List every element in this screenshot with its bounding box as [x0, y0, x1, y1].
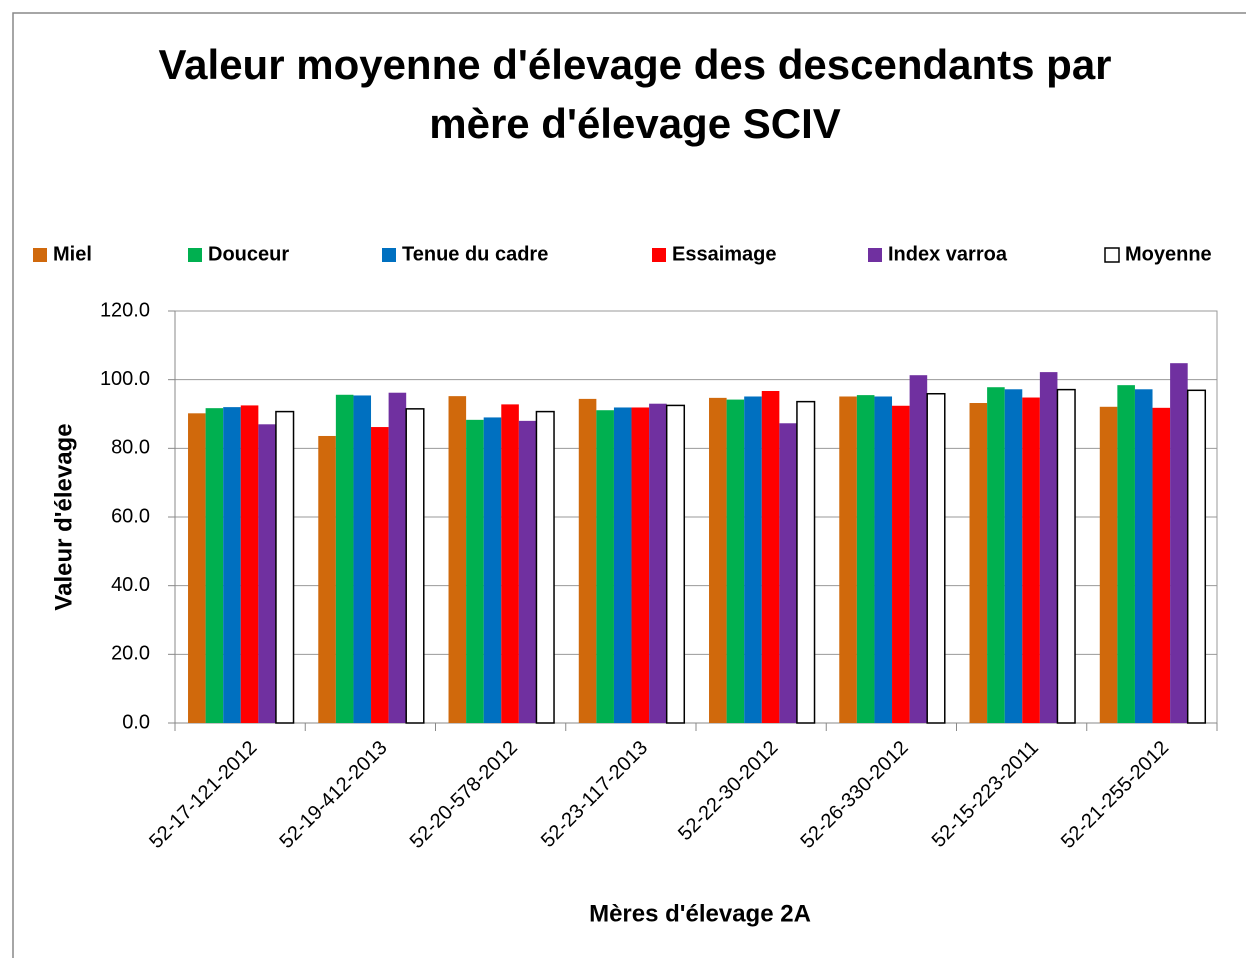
bar [483, 417, 502, 723]
bar [1170, 363, 1188, 723]
bar [761, 390, 780, 723]
bar [709, 397, 727, 723]
bar [318, 435, 336, 723]
legend-label: Douceur [208, 243, 289, 265]
bar [1134, 389, 1153, 723]
bar [335, 394, 354, 723]
bar [726, 399, 745, 723]
y-tick-label: 120.0 [100, 299, 150, 321]
bar [275, 410, 295, 724]
legend-label: Miel [53, 243, 92, 265]
bar [1022, 397, 1040, 723]
bar [240, 405, 259, 723]
bar [188, 413, 206, 723]
legend-swatch [382, 248, 396, 262]
y-axis-title: Valeur d'élevage [50, 423, 77, 610]
bar [874, 396, 893, 723]
x-axis-title: Mères d'élevage 2A [589, 900, 811, 927]
legend-label: Moyenne [1125, 243, 1212, 265]
bar [448, 396, 467, 723]
bar [987, 387, 1005, 723]
bar [779, 423, 797, 723]
bar [535, 410, 555, 724]
bar [839, 396, 857, 723]
legend-label: Tenue du cadre [402, 243, 548, 265]
chart-title: mère d'élevage SCIV [429, 100, 841, 147]
bar [613, 407, 632, 723]
bar [665, 404, 686, 724]
bar [223, 407, 241, 723]
bar [405, 408, 425, 724]
bar [631, 407, 650, 723]
bar [1056, 388, 1076, 724]
bar [596, 410, 614, 723]
legend-swatch [1104, 247, 1120, 263]
bar [388, 392, 407, 723]
bar [796, 400, 816, 724]
y-tick-label: 80.0 [111, 437, 150, 459]
legend-swatch [33, 248, 47, 262]
bar [926, 392, 946, 724]
bar [1099, 406, 1118, 723]
bar [856, 395, 875, 723]
bar [371, 427, 389, 723]
y-tick-label: 100.0 [100, 368, 150, 390]
legend-swatch [188, 248, 202, 262]
legend-swatch [868, 248, 882, 262]
bar [969, 403, 988, 723]
bar [1186, 389, 1207, 724]
bar [1004, 389, 1023, 723]
bar [518, 420, 537, 723]
bar [258, 424, 276, 723]
chart-title: Valeur moyenne d'élevage des descendants… [158, 41, 1111, 88]
bar [578, 398, 597, 723]
legend-label: Index varroa [888, 243, 1008, 265]
y-tick-label: 40.0 [111, 574, 150, 596]
bar [1152, 407, 1171, 723]
bar [1117, 385, 1135, 723]
bar [909, 375, 928, 723]
bar [466, 419, 484, 723]
bar [649, 403, 667, 723]
y-tick-label: 0.0 [122, 711, 150, 733]
bar [205, 408, 224, 723]
bar [353, 395, 372, 723]
y-tick-label: 60.0 [111, 505, 150, 527]
bar [744, 396, 762, 723]
y-tick-label: 20.0 [111, 643, 150, 665]
bar [1039, 372, 1058, 723]
bar [892, 405, 910, 723]
legend-label: Essaimage [672, 243, 777, 265]
legend-swatch [652, 248, 666, 262]
bar [501, 404, 519, 723]
